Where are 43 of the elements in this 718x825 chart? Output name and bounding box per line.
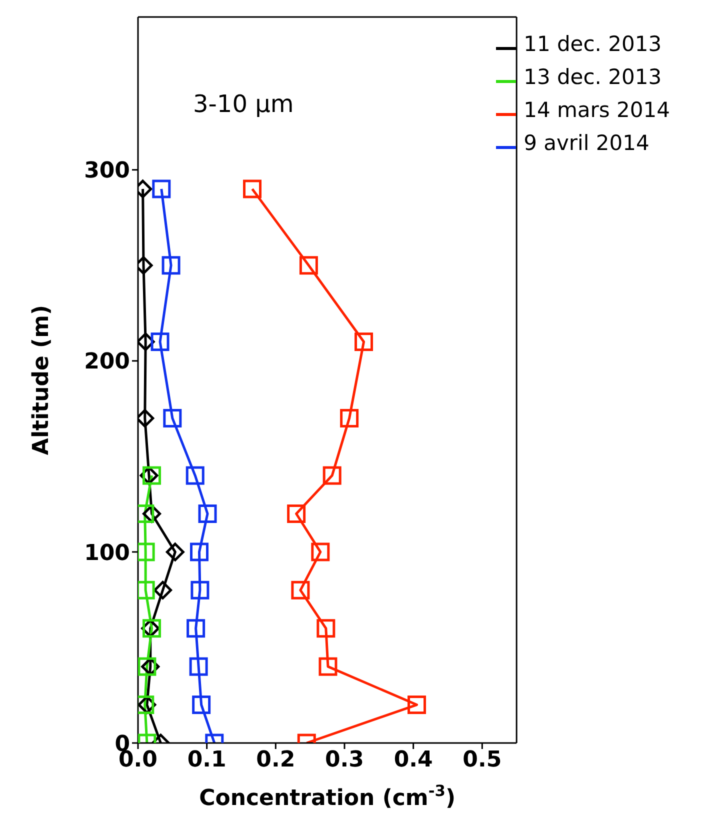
y-tick-label: 100: [84, 540, 130, 566]
point: [166, 542, 184, 562]
point: [189, 657, 208, 676]
x-tick-label: 0.2: [256, 748, 296, 773]
annotation: 3-10 μm: [193, 90, 294, 118]
point: [150, 332, 170, 352]
point: [190, 542, 209, 562]
point: [152, 180, 171, 198]
x-tick-label: 0.1: [187, 748, 226, 773]
y-tick-label: 200: [84, 350, 130, 375]
point: [299, 256, 318, 275]
point: [162, 256, 180, 275]
x-tick-label: 0.5: [462, 748, 502, 773]
point: [311, 542, 330, 562]
point: [340, 408, 359, 428]
x-tick-label: 0.4: [394, 748, 433, 773]
y-axis-title: Altitude (m): [28, 304, 54, 456]
legend-label: 14 mars 2014: [524, 97, 670, 124]
point: [318, 657, 338, 676]
point: [192, 696, 211, 714]
point: [316, 619, 336, 638]
point: [190, 580, 210, 600]
legend-label: 11 dec. 2013: [524, 31, 662, 58]
point: [287, 504, 306, 523]
point: [322, 466, 342, 485]
point: [154, 580, 172, 600]
y-tick-label: 300: [84, 158, 130, 184]
point: [138, 542, 155, 562]
point: [138, 580, 155, 600]
point: [291, 580, 310, 600]
point: [243, 180, 262, 198]
point: [138, 657, 156, 676]
x-tick-label: 0.3: [325, 748, 364, 773]
point: [408, 696, 426, 714]
point: [186, 466, 204, 485]
legend-label: 9 avril 2014: [524, 130, 650, 157]
point: [198, 504, 217, 523]
point: [163, 408, 182, 428]
point: [354, 332, 374, 352]
point: [138, 504, 154, 523]
legend-label: 13 dec. 2013: [524, 64, 662, 91]
x-axis-title: Concentration (cm$^{-3}$): [199, 782, 456, 811]
point: [186, 619, 206, 638]
